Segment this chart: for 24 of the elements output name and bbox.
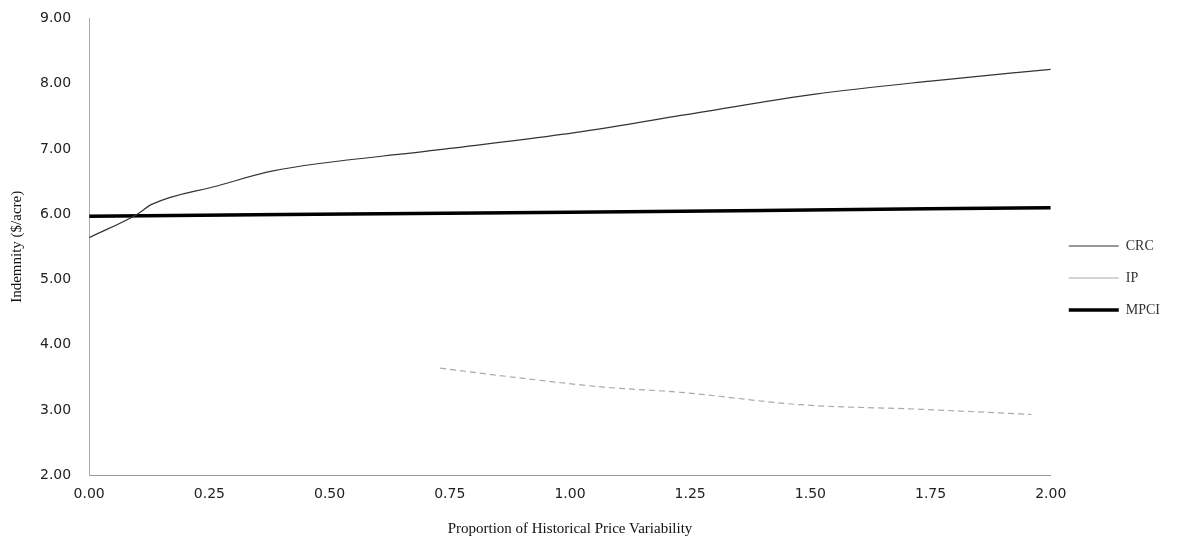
- line-series: [439, 367, 1033, 416]
- x-tick-label: 1.25: [674, 485, 706, 502]
- x-tick-label: 1.50: [794, 485, 826, 502]
- y-axis-title: Indemnity ($/acre): [7, 190, 25, 303]
- x-tick-label: 1.00: [554, 485, 586, 502]
- legend-label: IP: [1125, 269, 1139, 285]
- legend-label: CRC: [1125, 237, 1154, 253]
- line-series: [89, 68, 1051, 239]
- x-tick-label: 2.00: [1035, 485, 1067, 502]
- x-tick-label: 0.00: [73, 485, 105, 502]
- y-tick-label: 8.00: [40, 74, 72, 91]
- y-tick-label: 3.00: [40, 400, 72, 417]
- x-tick-label: 0.25: [193, 485, 225, 502]
- y-tick-label: 2.00: [40, 465, 72, 482]
- y-tick-label: 7.00: [40, 139, 72, 156]
- y-tick-label: 5.00: [40, 270, 72, 287]
- x-tick-label: 0.75: [434, 485, 466, 502]
- y-tick-label: 6.00: [40, 204, 72, 221]
- legend-label: MPCI: [1125, 301, 1161, 317]
- y-tick-label: 9.00: [40, 9, 72, 26]
- y-tick-label: 4.00: [40, 335, 72, 352]
- x-axis-title: Proportion of Historical Price Variability: [447, 519, 693, 536]
- x-tick-label: 0.50: [313, 485, 346, 502]
- x-tick-label: 1.75: [914, 485, 947, 502]
